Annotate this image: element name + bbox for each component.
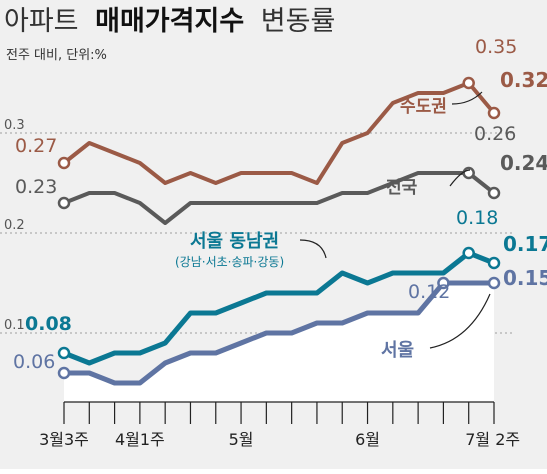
seoul_southeast-start-label: 0.08 (25, 313, 72, 335)
y-tick-label: 0.2 (4, 218, 25, 233)
seoul-area-fill (64, 283, 494, 402)
chart-title-bold: 매매가격지수 (95, 6, 244, 37)
x-tick-label: 3월3주 (39, 430, 89, 449)
seoul_southeast-end-label: 0.17 (503, 232, 547, 256)
seoul_southeast-series-name: 서울 동남권 (190, 231, 279, 252)
seoul-marker (437, 276, 450, 290)
y-tick-label: 0.3 (4, 118, 25, 133)
national-line (63, 171, 496, 225)
seoul_southeast-marker (487, 256, 501, 270)
seoul-marker (57, 366, 71, 380)
chart-title: 아파트 매매가격지수 변동률 (4, 6, 335, 37)
national-marker (487, 186, 501, 200)
seoul_southeast-series-note: (강남·서초·송파·강동) (175, 255, 284, 269)
national-marker (57, 196, 71, 210)
seoul_southeast-line (63, 250, 495, 366)
callout-arrow (429, 293, 491, 349)
national-series-name: 전국 (386, 178, 418, 198)
national-start-label: 0.23 (15, 176, 57, 198)
x-tick-label: 4월1주 (115, 430, 165, 449)
capital_area-peak-label: 0.35 (475, 36, 517, 58)
national-end-label: 0.24 (500, 151, 547, 175)
gridlines: 0.1 0.2 0.3 (0, 118, 512, 402)
callout-arrow (449, 169, 471, 187)
chart-title-tail: 변동률 (261, 6, 336, 37)
seoul-marker (487, 276, 501, 290)
x-tick-label: 7월 2주 (465, 430, 520, 449)
data-labels: 0.270.350.32수도권0.230.260.24전국0.080.180.1… (13, 36, 547, 373)
capital_area-marker (57, 156, 71, 170)
seoul-line (64, 280, 494, 386)
chart-title-light: 아파트 (4, 6, 79, 37)
x-tick-label: 6월 (355, 430, 380, 449)
seoul_southeast-peak-label: 0.18 (456, 207, 498, 229)
callout-arrow (451, 91, 483, 105)
seoul_southeast-marker (57, 346, 71, 360)
chart-subtitle: 전주 대비, 단위:% (6, 48, 107, 63)
seoul_southeast-marker (462, 246, 475, 260)
series-lines (57, 76, 501, 386)
national-peak-label: 0.26 (474, 123, 516, 145)
callout-arrow (299, 239, 327, 259)
x-axis: 3월3주 4월1주 5월 6월 7월 2주 (39, 401, 520, 449)
capital_area-marker (462, 76, 475, 90)
seoul-peak-label: 0.12 (408, 281, 450, 303)
y-tick-label: 0.1 (4, 318, 25, 333)
capital_area-start-label: 0.27 (15, 135, 57, 157)
seoul-series-name: 서울 (381, 340, 414, 361)
capital_area-end-label: 0.32 (500, 68, 547, 92)
capital_area-line (62, 81, 496, 185)
capital_area-series-name: 수도권 (400, 97, 447, 117)
x-tick-label: 5월 (229, 430, 254, 449)
seoul-end-label: 0.15 (503, 266, 547, 290)
seoul-start-label: 0.06 (13, 351, 55, 373)
capital_area-marker (487, 106, 501, 120)
